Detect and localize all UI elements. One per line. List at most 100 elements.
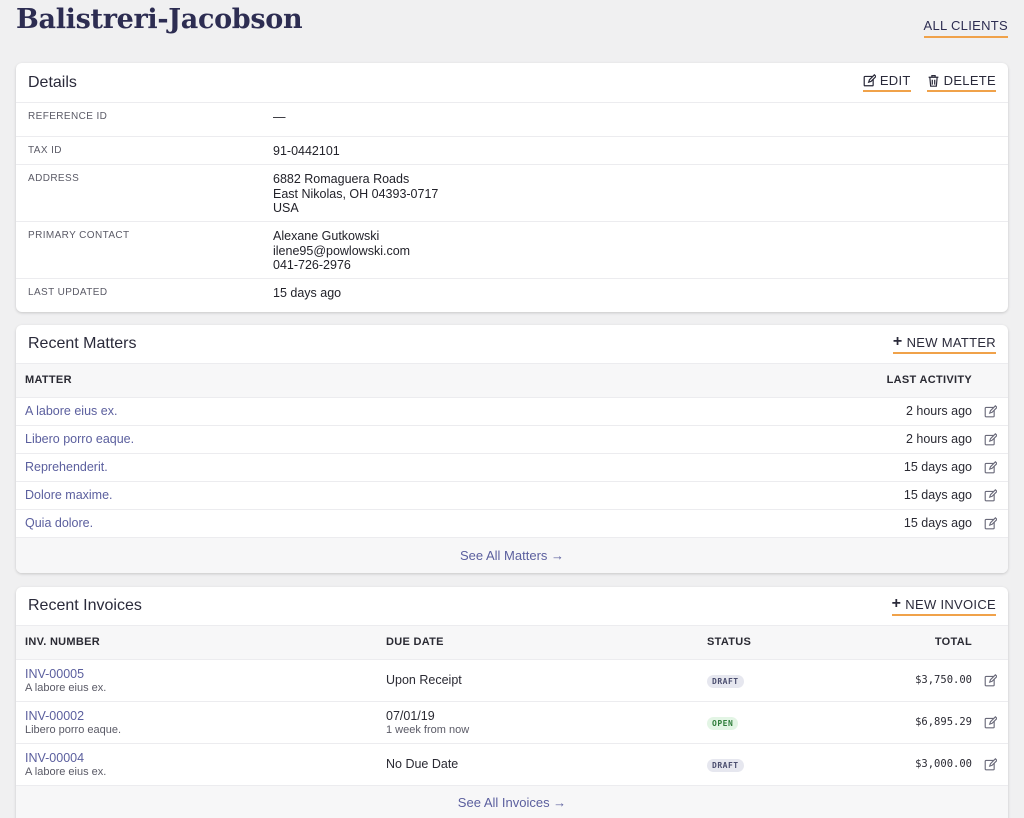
due-date: No Due Date <box>386 757 459 771</box>
primary-contact-label: PRIMARY CONTACT <box>28 230 130 241</box>
invoice-matter: Libero porro eaque. <box>25 723 122 736</box>
status-column-header: STATUS <box>707 626 827 660</box>
edit-matter-cell <box>972 453 1008 482</box>
edit-icon[interactable] <box>984 758 998 771</box>
new-invoice-label: NEW INVOICE <box>905 596 996 612</box>
matter-link[interactable]: Libero porro eaque. <box>25 432 135 446</box>
edit-matter-cell <box>972 481 1008 510</box>
new-matter-button[interactable]: + NEW MATTER <box>892 333 996 354</box>
invoices-table: INV. NUMBER DUE DATE STATUS TOTAL INV-00… <box>16 626 1008 786</box>
invoice-matter: A labore eius ex. <box>25 681 107 694</box>
recent-invoices-card: Recent Invoices + NEW INVOICE INV. NUMBE… <box>16 587 1008 818</box>
details-card: Details EDIT DELETE REFERENCE ID — TAX I… <box>16 63 1008 312</box>
due-date: Upon Receipt <box>386 673 462 687</box>
status-badge: DRAFT <box>707 758 744 772</box>
edit-icon[interactable] <box>984 716 998 729</box>
invoice-row: INV-00004 A labore eius ex. No Due Date DRA… <box>16 743 1008 786</box>
address-line-1: 6882 Romaguera Roads <box>273 172 410 186</box>
last-updated-label: LAST UPDATED <box>28 287 108 298</box>
edit-icon[interactable] <box>984 674 998 687</box>
matter-link[interactable]: Quia dolore. <box>25 516 94 530</box>
status-badge: DRAFT <box>707 674 744 688</box>
matter-column-header: MATTER <box>16 364 571 398</box>
delete-button[interactable]: DELETE <box>926 73 996 92</box>
total-column-header: TOTAL <box>827 626 972 660</box>
edit-matter-cell <box>972 509 1008 538</box>
last-activity-column-header: LAST ACTIVITY <box>570 364 972 398</box>
edit-icon <box>863 74 876 87</box>
primary-contact-row: PRIMARY CONTACT Alexane Gutkowski ilene9… <box>16 222 1008 279</box>
invoice-total: $3,750.00 <box>827 659 972 702</box>
tax-id-label: TAX ID <box>28 145 62 156</box>
status-badge: OPEN <box>707 716 739 730</box>
new-invoice-button[interactable]: + NEW INVOICE <box>891 595 996 616</box>
contact-email: ilene95@powlowski.com <box>273 243 411 258</box>
invoice-number-column-header: INV. NUMBER <box>16 626 386 660</box>
address-line-2: East Nikolas, OH 04393-0717 <box>273 186 439 201</box>
plus-icon: + <box>892 333 903 350</box>
address-line-3: USA <box>273 201 299 215</box>
invoice-number-link[interactable]: INV-00004 <box>25 750 85 765</box>
invoices-title: Recent Invoices <box>28 597 142 614</box>
plus-icon: + <box>891 595 902 612</box>
details-header: Details EDIT DELETE <box>16 63 1008 103</box>
matter-link[interactable]: Reprehenderit. <box>25 460 108 474</box>
matters-table: MATTER LAST ACTIVITY A labore eius ex. 2 … <box>16 364 1008 538</box>
matter-link[interactable]: Dolore maxime. <box>25 488 113 502</box>
matter-link[interactable]: A labore eius ex. <box>25 404 118 418</box>
reference-id-label: REFERENCE ID <box>28 111 108 122</box>
matter-row: Quia dolore. 15 days ago <box>16 509 1008 538</box>
last-updated-value: 15 days ago <box>273 286 342 300</box>
new-matter-label: NEW MATTER <box>906 334 996 350</box>
delete-label: DELETE <box>943 73 996 88</box>
see-all-invoices-link[interactable]: See All Invoices → <box>16 785 1008 818</box>
details-title: Details <box>28 73 77 91</box>
invoice-number-link[interactable]: INV-00005 <box>25 666 85 681</box>
address-label: ADDRESS <box>28 173 80 184</box>
all-clients-link[interactable]: ALL CLIENTS <box>923 18 1008 38</box>
matters-header: Recent Matters + NEW MATTER <box>16 325 1008 364</box>
matter-row: Reprehenderit. 15 days ago <box>16 453 1008 482</box>
invoice-total: $3,000.00 <box>827 743 972 786</box>
matter-last-activity: 15 days ago <box>570 453 972 482</box>
see-all-matters-link[interactable]: See All Matters → <box>16 537 1008 573</box>
matter-last-activity: 2 hours ago <box>570 425 972 454</box>
matters-title: Recent Matters <box>28 335 137 352</box>
edit-matter-cell <box>972 397 1008 426</box>
edit-invoice-cell <box>972 743 1008 786</box>
edit-label: EDIT <box>879 73 911 88</box>
matter-row: Libero porro eaque. 2 hours ago <box>16 425 1008 454</box>
edit-icon[interactable] <box>984 433 998 446</box>
recent-matters-card: Recent Matters + NEW MATTER MATTER LAST … <box>16 325 1008 573</box>
edit-invoice-cell <box>972 701 1008 744</box>
invoice-number-link[interactable]: INV-00002 <box>25 708 85 723</box>
matter-row: Dolore maxime. 15 days ago <box>16 481 1008 510</box>
tax-id-row: TAX ID 91-0442101 <box>16 137 1008 165</box>
invoices-header: Recent Invoices + NEW INVOICE <box>16 587 1008 626</box>
edit-button[interactable]: EDIT <box>862 73 911 92</box>
edit-icon[interactable] <box>984 405 998 418</box>
invoice-matter: A labore eius ex. <box>25 765 107 778</box>
reference-id-value: — <box>273 110 286 124</box>
matter-last-activity: 2 hours ago <box>570 397 972 426</box>
invoice-total: $6,895.29 <box>827 701 972 744</box>
page-title: Balistreri-Jacobson <box>16 4 303 35</box>
trash-icon <box>928 75 938 87</box>
contact-name: Alexane Gutkowski <box>273 229 380 243</box>
matter-last-activity: 15 days ago <box>570 509 972 538</box>
due-date: 07/01/19 <box>386 708 435 723</box>
edit-icon[interactable] <box>984 461 998 474</box>
last-updated-row: LAST UPDATED 15 days ago <box>16 279 1008 312</box>
edit-invoice-cell <box>972 659 1008 702</box>
contact-phone: 041-726-2976 <box>273 258 351 272</box>
invoice-row: INV-00005 A labore eius ex. Upon Receipt DR… <box>16 659 1008 702</box>
address-row: ADDRESS 6882 Romaguera Roads East Nikola… <box>16 165 1008 222</box>
matter-last-activity: 15 days ago <box>570 481 972 510</box>
due-date-column-header: DUE DATE <box>386 626 707 660</box>
edit-icon[interactable] <box>984 517 998 530</box>
address-value: 6882 Romaguera Roads East Nikolas, OH 04… <box>273 165 438 221</box>
matter-row: A labore eius ex. 2 hours ago <box>16 397 1008 426</box>
edit-icon[interactable] <box>984 489 998 502</box>
primary-contact-value: Alexane Gutkowski ilene95@powlowski.com … <box>273 222 410 278</box>
invoice-row: INV-00002 Libero porro eaque. 07/01/19 1 we… <box>16 701 1008 744</box>
